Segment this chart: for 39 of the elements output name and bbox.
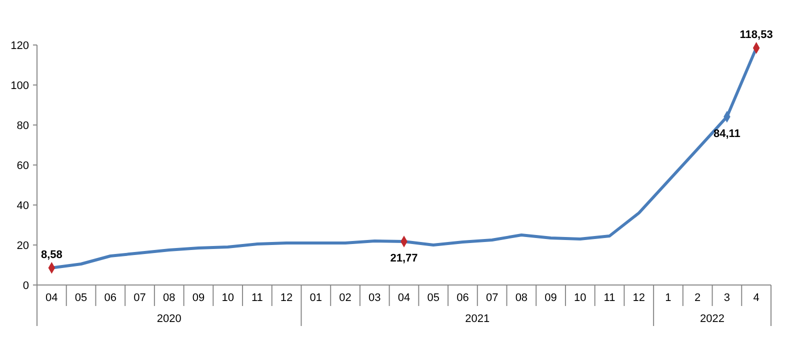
y-tick-label: 20: [16, 240, 29, 252]
data-label: 118,53: [740, 28, 773, 41]
x-tick-label: 05: [74, 292, 88, 304]
x-tick-label: 09: [544, 292, 557, 304]
x-tick-label: 06: [104, 292, 117, 304]
y-tick-label: 40: [16, 200, 29, 212]
x-tick-label: 11: [251, 292, 263, 304]
x-tick-label: 10: [222, 292, 234, 304]
y-tick-label: 60: [16, 160, 29, 172]
x-tick-label: 02: [339, 292, 352, 304]
x-tick-label: 03: [368, 292, 381, 304]
data-label: 8,58: [40, 248, 62, 261]
x-tick-label: 07: [486, 292, 498, 304]
data-label: 84,11: [714, 128, 740, 140]
x-tick-label: 12: [632, 292, 646, 304]
data-label: 21,77: [390, 252, 418, 264]
x-tick-label: 08: [162, 292, 176, 304]
text: 2020: [156, 313, 182, 325]
x-tick-label: 12: [280, 292, 293, 304]
y-tick-label: 0: [22, 280, 29, 292]
x-tick-label: 09: [192, 292, 205, 304]
x-tick-label: 1: [665, 292, 672, 304]
x-tick-label: 08: [515, 292, 528, 304]
text: 2022: [700, 313, 725, 325]
x-tick-label: 2: [694, 292, 701, 304]
y-tick-label: 100: [10, 80, 29, 92]
x-tick-label: 3: [724, 292, 730, 304]
x-tick-label: 05: [427, 292, 440, 304]
text: 2021: [465, 313, 490, 325]
x-tick-label: 06: [456, 292, 469, 304]
x-tick-label: 10: [574, 292, 586, 304]
x-tick-label: 11: [604, 292, 616, 304]
x-tick-label: 04: [46, 292, 58, 304]
x-tick-label: 01: [310, 292, 322, 304]
y-tick-label: 80: [16, 120, 29, 132]
x-tick-label: 07: [134, 292, 146, 304]
y-tick-label: 120: [10, 40, 29, 52]
x-tick-label: 04: [398, 292, 410, 304]
x-tick-label: 4: [753, 292, 760, 304]
